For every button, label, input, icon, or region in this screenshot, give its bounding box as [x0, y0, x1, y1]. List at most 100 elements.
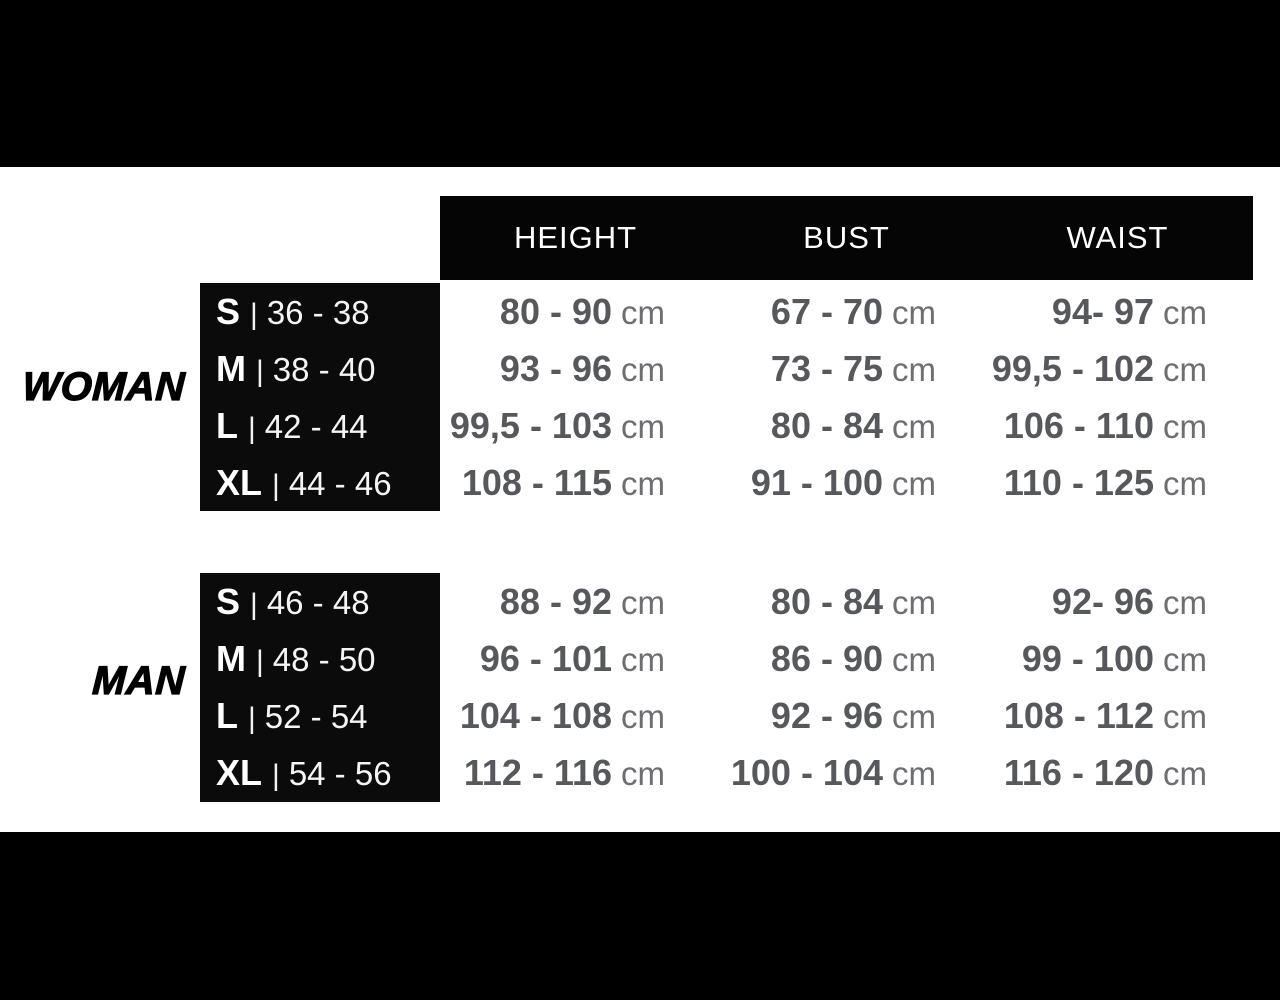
- bust-value: 92 - 96: [770, 695, 883, 736]
- height-value: 93 - 96: [499, 348, 612, 389]
- unit-label: cm: [621, 408, 665, 445]
- height-cell: 112 - 116 cm: [440, 744, 711, 809]
- woman-size-box: S | 36 - 38 M | 38 - 40 L | 42 - 44 XL | 44 - 46: [200, 283, 440, 511]
- size-separator: |: [248, 702, 256, 735]
- waist-value: 99 - 100: [1021, 638, 1154, 679]
- values-row: 93 - 96 cm 73 - 75 cm 99,5 - 102 cm: [440, 340, 1253, 397]
- unit-label: cm: [621, 351, 665, 388]
- man-size-box: S | 46 - 48 M | 48 - 50 L | 52 - 54 XL | 54 - 56: [200, 573, 440, 802]
- height-value: 99,5 - 103: [449, 405, 612, 446]
- unit-label: cm: [621, 294, 665, 331]
- height-value: 104 - 108: [459, 695, 612, 736]
- size-separator: |: [256, 355, 264, 388]
- bust-cell: 92 - 96 cm: [711, 687, 982, 752]
- bust-cell: 67 - 70 cm: [711, 283, 982, 348]
- man-values-grid: 88 - 92 cm 80 - 84 cm 92- 96 cm 96 - 101 cm …: [440, 573, 1253, 802]
- waist-cell: 94- 97 cm: [982, 283, 1253, 348]
- height-cell: 108 - 115 cm: [440, 454, 711, 519]
- size-row: M | 38 - 40: [200, 340, 440, 397]
- size-range: 36 - 38: [266, 294, 370, 331]
- unit-label: cm: [892, 584, 936, 621]
- unit-label: cm: [892, 408, 936, 445]
- values-row: 99,5 - 103 cm 80 - 84 cm 106 - 110 cm: [440, 397, 1253, 454]
- unit-label: cm: [1163, 755, 1207, 792]
- values-row: 88 - 92 cm 80 - 84 cm 92- 96 cm: [440, 573, 1253, 630]
- man-section-label: MAN: [91, 658, 187, 703]
- size-range: 38 - 40: [272, 351, 376, 388]
- waist-value: 110 - 125: [1003, 462, 1154, 503]
- waist-cell: 116 - 120 cm: [982, 744, 1253, 809]
- size-range: 54 - 56: [288, 755, 392, 792]
- size-letter: XL: [216, 752, 263, 793]
- size-row: L | 52 - 54: [200, 687, 440, 744]
- size-row: XL | 44 - 46: [200, 454, 440, 511]
- unit-label: cm: [892, 698, 936, 735]
- bottom-black-bar: [0, 832, 1280, 1000]
- waist-value: 106 - 110: [1003, 405, 1154, 446]
- size-letter: M: [216, 638, 246, 679]
- waist-value: 116 - 120: [1003, 752, 1154, 793]
- size-separator: |: [248, 412, 256, 445]
- bust-cell: 100 - 104 cm: [711, 744, 982, 809]
- height-value: 88 - 92: [499, 581, 612, 622]
- height-cell: 80 - 90 cm: [440, 283, 711, 348]
- values-row: 104 - 108 cm 92 - 96 cm 108 - 112 cm: [440, 687, 1253, 744]
- height-cell: 88 - 92 cm: [440, 573, 711, 638]
- unit-label: cm: [621, 584, 665, 621]
- height-value: 108 - 115: [461, 462, 612, 503]
- unit-label: cm: [1163, 641, 1207, 678]
- size-separator: |: [250, 588, 258, 621]
- bust-cell: 80 - 84 cm: [711, 397, 982, 462]
- size-row: XL | 54 - 56: [200, 744, 440, 801]
- size-row: S | 36 - 38: [200, 283, 440, 340]
- size-separator: |: [272, 469, 280, 502]
- values-row: 112 - 116 cm 100 - 104 cm 116 - 120 cm: [440, 744, 1253, 801]
- unit-label: cm: [1163, 698, 1207, 735]
- size-letter: S: [216, 581, 241, 622]
- measurement-header: HEIGHT BUST WAIST: [440, 196, 1253, 280]
- size-range: 44 - 46: [288, 465, 392, 502]
- waist-value: 92- 96: [1051, 581, 1154, 622]
- bust-value: 80 - 84: [770, 405, 883, 446]
- bust-cell: 80 - 84 cm: [711, 573, 982, 638]
- unit-label: cm: [621, 641, 665, 678]
- unit-label: cm: [892, 755, 936, 792]
- bust-value: 91 - 100: [750, 462, 883, 503]
- header-height: HEIGHT: [513, 220, 638, 255]
- waist-cell: 99,5 - 102 cm: [982, 340, 1253, 405]
- unit-label: cm: [892, 351, 936, 388]
- header-waist: WAIST: [1066, 220, 1169, 255]
- bust-cell: 91 - 100 cm: [711, 454, 982, 519]
- height-value: 112 - 116: [463, 752, 612, 793]
- unit-label: cm: [621, 755, 665, 792]
- waist-value: 94- 97: [1051, 291, 1154, 332]
- header-bust: BUST: [803, 220, 890, 255]
- waist-cell: 92- 96 cm: [982, 573, 1253, 638]
- size-separator: |: [272, 759, 280, 792]
- size-range: 42 - 44: [264, 408, 368, 445]
- woman-values-grid: 80 - 90 cm 67 - 70 cm 94- 97 cm 93 - 96 cm 7…: [440, 283, 1253, 511]
- waist-cell: 110 - 125 cm: [982, 454, 1253, 519]
- size-row: L | 42 - 44: [200, 397, 440, 454]
- unit-label: cm: [621, 698, 665, 735]
- bust-cell: 73 - 75 cm: [711, 340, 982, 405]
- bust-value: 86 - 90: [770, 638, 883, 679]
- unit-label: cm: [892, 294, 936, 331]
- size-letter: L: [216, 405, 238, 446]
- waist-value: 108 - 112: [1003, 695, 1154, 736]
- unit-label: cm: [1163, 584, 1207, 621]
- height-cell: 93 - 96 cm: [440, 340, 711, 405]
- height-value: 96 - 101: [479, 638, 612, 679]
- waist-value: 99,5 - 102: [991, 348, 1154, 389]
- top-black-bar: [0, 0, 1280, 167]
- unit-label: cm: [1163, 465, 1207, 502]
- unit-label: cm: [1163, 351, 1207, 388]
- bust-value: 73 - 75: [770, 348, 883, 389]
- size-row: M | 48 - 50: [200, 630, 440, 687]
- size-letter: L: [216, 695, 238, 736]
- unit-label: cm: [892, 465, 936, 502]
- bust-value: 100 - 104: [730, 752, 883, 793]
- size-letter: S: [216, 291, 241, 332]
- bust-value: 67 - 70: [770, 291, 883, 332]
